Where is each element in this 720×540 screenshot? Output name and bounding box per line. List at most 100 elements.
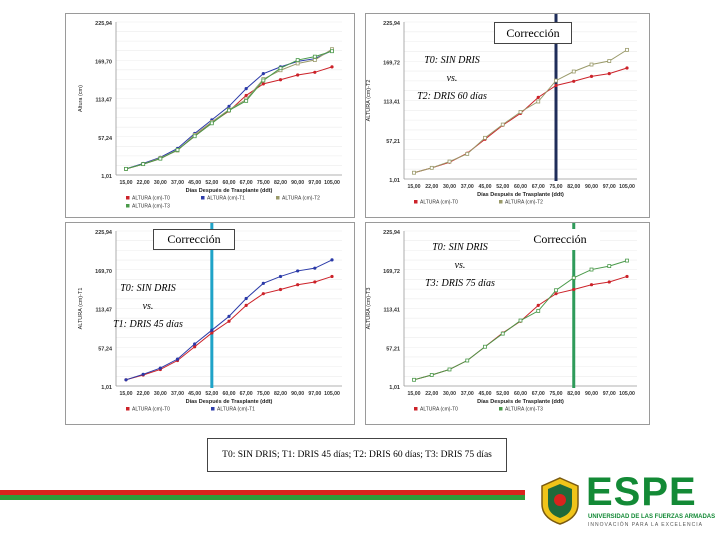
x-tick-label: 105,00: [619, 391, 635, 397]
data-point-t0: [554, 292, 558, 296]
x-tick-label: 82,00: [567, 391, 580, 397]
chart-t0-vs-t3: 1,01 57,21 113,41 169,72 225,94 15,00 22,00 30,…: [366, 223, 637, 413]
data-point-t0: [607, 72, 611, 76]
correction-callout-t3: Corrección: [520, 229, 600, 250]
x-tick-label: 52,00: [205, 391, 218, 397]
x-tick-label: 97,00: [603, 391, 616, 397]
legend-label-t2: ALTURA (cm)-T2: [282, 196, 320, 202]
y-tick-label: 169,70: [95, 269, 112, 275]
x-tick-label: 97,00: [603, 184, 616, 190]
data-point-t0: [572, 287, 576, 292]
data-point-t1: [124, 378, 128, 382]
x-tick-label: 22,00: [425, 184, 438, 190]
x-tick-label: 97,00: [308, 391, 321, 397]
data-point-t1: [261, 72, 265, 76]
y-tick-label: 57,21: [386, 346, 400, 352]
data-point-t1: [141, 372, 145, 376]
x-tick-label: 37,00: [461, 184, 474, 190]
data-point-t1: [244, 87, 248, 91]
data-point-t2: [518, 110, 523, 114]
x-tick-label: 45,00: [188, 391, 201, 397]
data-point-t1: [227, 104, 231, 108]
data-point-t3: [554, 288, 558, 293]
chart-panel-all: 1,01 57,24 113,47 169,70 225,94 15,00 22,00 30,…: [65, 13, 355, 218]
data-point-t3: [312, 54, 317, 59]
x-tick-label: 30,00: [443, 184, 456, 190]
data-point-t3: [278, 66, 283, 71]
data-point-t3: [330, 49, 334, 54]
x-tick-label: 75,00: [550, 391, 563, 397]
data-point-t2: [483, 135, 487, 140]
x-tick-label: 22,00: [137, 180, 150, 186]
data-point-t0: [261, 82, 265, 86]
legend-label-t1: ALTURA (cm)-T1: [217, 407, 255, 413]
x-tick-label: 22,00: [137, 391, 150, 397]
data-point-t2: [429, 165, 434, 170]
x-tick-label: 97,00: [308, 180, 321, 186]
x-tick-label: 52,00: [496, 391, 509, 397]
data-point-t2: [589, 62, 594, 67]
legend-swatch-t0: [126, 196, 130, 200]
data-point-t3: [518, 318, 523, 323]
data-point-t2: [312, 58, 317, 62]
comparison-label-t1: T0: SIN DRIS vs. T1: DRIS 45 días: [113, 283, 183, 330]
x-tick-label: 105,00: [324, 391, 340, 397]
y-tick-label: 225,94: [95, 230, 113, 236]
x-tick-label: 67,00: [532, 184, 545, 190]
data-point-t0: [278, 78, 283, 82]
legend-label-t3: ALTURA (cm)-T3: [505, 407, 543, 413]
data-point-t3: [158, 156, 163, 161]
data-point-t0: [625, 274, 629, 279]
data-point-t0: [572, 79, 576, 83]
data-point-t0: [589, 283, 594, 287]
data-point-t1: [210, 328, 214, 332]
data-point-t2: [607, 59, 612, 63]
data-point-t3: [500, 331, 505, 336]
y-axis-title: ALTURA (cm)-T1: [78, 288, 84, 330]
x-tick-label: 60,00: [223, 180, 236, 186]
data-point-t3: [571, 275, 576, 280]
x-tick-label: 15,00: [408, 391, 421, 397]
y-axis-title: Altura (cm): [78, 85, 84, 112]
comparison-label-t3: T0: SIN DRIS vs. T3: DRIS 75 días: [425, 242, 495, 289]
y-tick-label: 1,01: [389, 385, 400, 391]
data-point-t2: [412, 170, 416, 175]
chart-panel-t0-vs-t3: 1,01 57,21 113,41 169,72 225,94 15,00 22,00 30,…: [365, 222, 650, 425]
correction-callout-t2: Corrección: [494, 22, 572, 44]
espe-logo: ESPE UNIVERSIDAD DE LAS FUERZAS ARMADAS …: [538, 470, 720, 534]
y-axis-title: ALTURA (cm)-T2: [366, 80, 372, 122]
data-point-t1: [175, 357, 180, 361]
chart-panel-t0-vs-t1: 1,01 57,24 113,47 169,70 225,94 15,00 22,00 30,…: [65, 222, 355, 425]
legend-label-t0: ALTURA (cm)-T0: [420, 407, 458, 413]
y-tick-label: 225,94: [95, 21, 113, 27]
legend-label-t1: ALTURA (cm)-T1: [207, 196, 245, 202]
x-tick-label: 52,00: [496, 184, 509, 190]
y-tick-label: 1,01: [101, 385, 112, 391]
data-point-t0: [536, 303, 540, 307]
x-tick-label: 67,00: [532, 391, 545, 397]
x-axis-title: Días Después de Trasplante (ddt): [477, 192, 564, 198]
legend-label-t3: ALTURA (cm)-T3: [132, 204, 170, 210]
chart-all-treatments: 1,01 57,24 113,47 169,70 225,94 15,00 22,00 30,…: [78, 21, 342, 210]
x-tick-label: 60,00: [514, 184, 527, 190]
data-point-t0: [607, 280, 611, 284]
data-point-t1: [278, 274, 283, 279]
x-tick-label: 82,00: [274, 180, 287, 186]
x-tick-label: 45,00: [479, 184, 492, 190]
comparison-label-t2: T0: SIN DRIS vs. T2: DRIS 60 días: [417, 55, 487, 102]
x-tick-label: 60,00: [223, 391, 236, 397]
x-tick-label: 37,00: [171, 180, 184, 186]
data-point-t0: [554, 83, 558, 88]
data-point-t0: [244, 303, 248, 307]
x-tick-label: 15,00: [120, 180, 133, 186]
treatment-legend-note: T0: SIN DRIS; T1: DRIS 45 días; T2: DRIS…: [207, 438, 507, 472]
legend-label-t0: ALTURA (cm)-T0: [132, 196, 170, 202]
x-axis-title: Días Después de Trasplante (ddt): [477, 399, 564, 405]
data-point-t2: [295, 61, 300, 66]
data-point-t3: [295, 58, 300, 62]
y-tick-label: 57,24: [98, 346, 113, 352]
data-point-t1: [313, 266, 317, 270]
data-point-t3: [465, 358, 470, 363]
data-point-t0: [330, 65, 334, 69]
data-point-t0: [313, 280, 317, 284]
